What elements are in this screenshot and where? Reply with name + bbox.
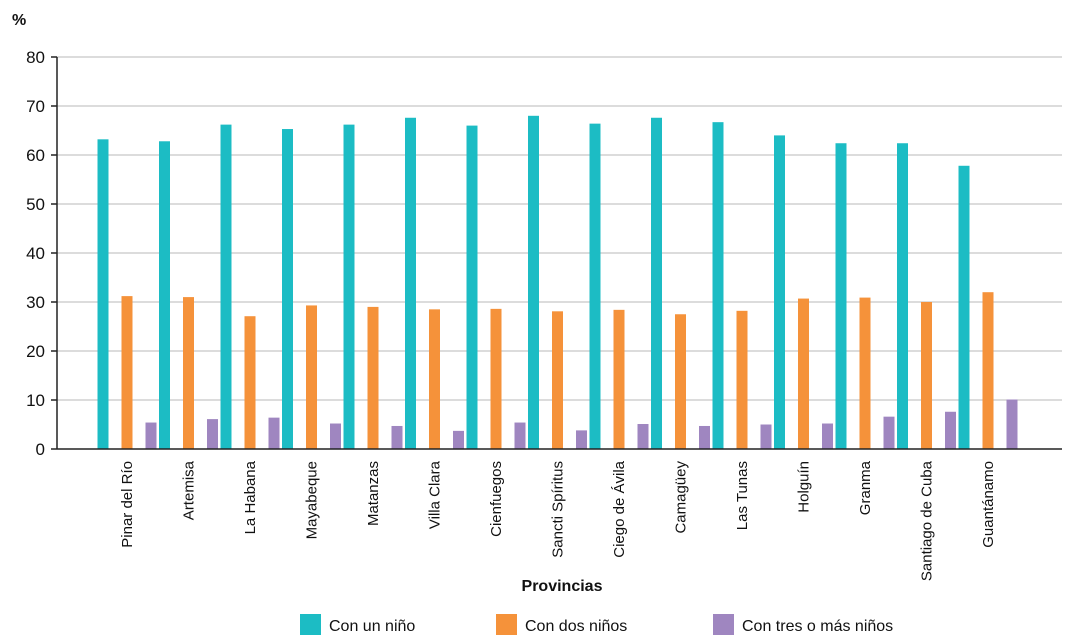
bar-2 (859, 297, 871, 449)
bar-2 (613, 309, 625, 449)
bar-1 (466, 125, 478, 449)
y-tick-label: 50 (26, 195, 45, 214)
bar-2 (982, 292, 994, 449)
bar-1 (343, 124, 355, 450)
category-label: Granma (857, 460, 874, 515)
category-label: Santiago de Cuba (919, 460, 936, 581)
category-label: Artemisa (181, 460, 198, 520)
y-tick-label: 10 (26, 391, 45, 410)
category-label: La Habana (242, 460, 259, 534)
bar-1 (405, 117, 416, 449)
bar-1 (835, 143, 847, 450)
category-label: Holguín (796, 461, 813, 513)
legend-swatch (713, 614, 734, 635)
y-tick-label: 30 (26, 293, 45, 312)
bar-3 (145, 422, 157, 449)
bar-1 (774, 135, 785, 449)
y-tick-label: 70 (26, 97, 45, 116)
bar-2 (244, 316, 256, 449)
category-label: Guantánamo (980, 461, 997, 548)
bar-1 (528, 115, 539, 450)
bar-3 (268, 417, 280, 449)
bar-3 (391, 425, 403, 449)
y-tick-label: 40 (26, 244, 45, 263)
bar-3 (945, 411, 956, 449)
bar-3 (883, 416, 895, 449)
bar-2 (736, 310, 748, 449)
bar-3 (576, 430, 587, 449)
category-label: Sancti Spíritus (550, 461, 567, 558)
y-tick-labels: 0 10 20 30 40 50 60 70 80 (26, 48, 57, 459)
bar-1 (958, 165, 970, 449)
category-label: Mayabeque (304, 461, 321, 539)
legend-swatch (300, 614, 321, 635)
bar-2 (552, 311, 563, 449)
category-label: Cienfuegos (488, 461, 505, 537)
bar-1 (589, 123, 601, 449)
bar-1 (651, 117, 662, 449)
bar-1 (282, 129, 293, 449)
bar-2 (183, 297, 194, 449)
bar-1 (220, 124, 232, 450)
y-tick-label: 0 (36, 440, 45, 459)
category-labels: Pinar del Río Artemisa La Habana Mayabeque M… (119, 460, 997, 581)
bar-2 (306, 305, 317, 449)
category-label: Ciego de Ávila (611, 460, 628, 557)
category-label: Villa Clara (427, 460, 444, 529)
bar-2 (675, 314, 686, 449)
bar-1 (712, 122, 724, 450)
category-label: Camagüey (673, 461, 690, 534)
bar-3 (514, 422, 526, 449)
bar-3 (637, 424, 649, 449)
legend-label: Con dos niños (525, 618, 627, 635)
legend-swatch (496, 614, 517, 635)
bar-3 (330, 423, 341, 449)
bar-3 (1006, 399, 1018, 449)
category-label: Las Tunas (734, 461, 751, 530)
bar-3 (760, 424, 772, 449)
bar-3 (822, 423, 833, 449)
y-tick-label: 80 (26, 48, 45, 67)
bar-1 (97, 139, 109, 449)
bar-2 (921, 302, 932, 449)
bar-2 (798, 298, 809, 449)
y-axis-label: % (12, 12, 26, 29)
bar-3 (453, 430, 464, 449)
bar-2 (367, 306, 379, 449)
bar-2 (429, 309, 440, 449)
category-label: Pinar del Río (119, 461, 136, 548)
bar-2 (121, 296, 133, 449)
y-tick-label: 60 (26, 146, 45, 165)
bars (97, 115, 1018, 450)
legend: Con un niño Con dos niños Con tres o más n… (300, 614, 893, 635)
y-tick-label: 20 (26, 342, 45, 361)
bar-3 (699, 425, 710, 449)
bar-2 (490, 308, 502, 449)
bar-3 (207, 419, 218, 449)
bar-1 (897, 143, 908, 450)
legend-label: Con tres o más niños (742, 618, 893, 635)
category-label: Matanzas (365, 461, 382, 526)
legend-label: Con un niño (329, 618, 415, 635)
x-axis-label: Provincias (522, 578, 603, 595)
bar-1 (159, 141, 170, 449)
